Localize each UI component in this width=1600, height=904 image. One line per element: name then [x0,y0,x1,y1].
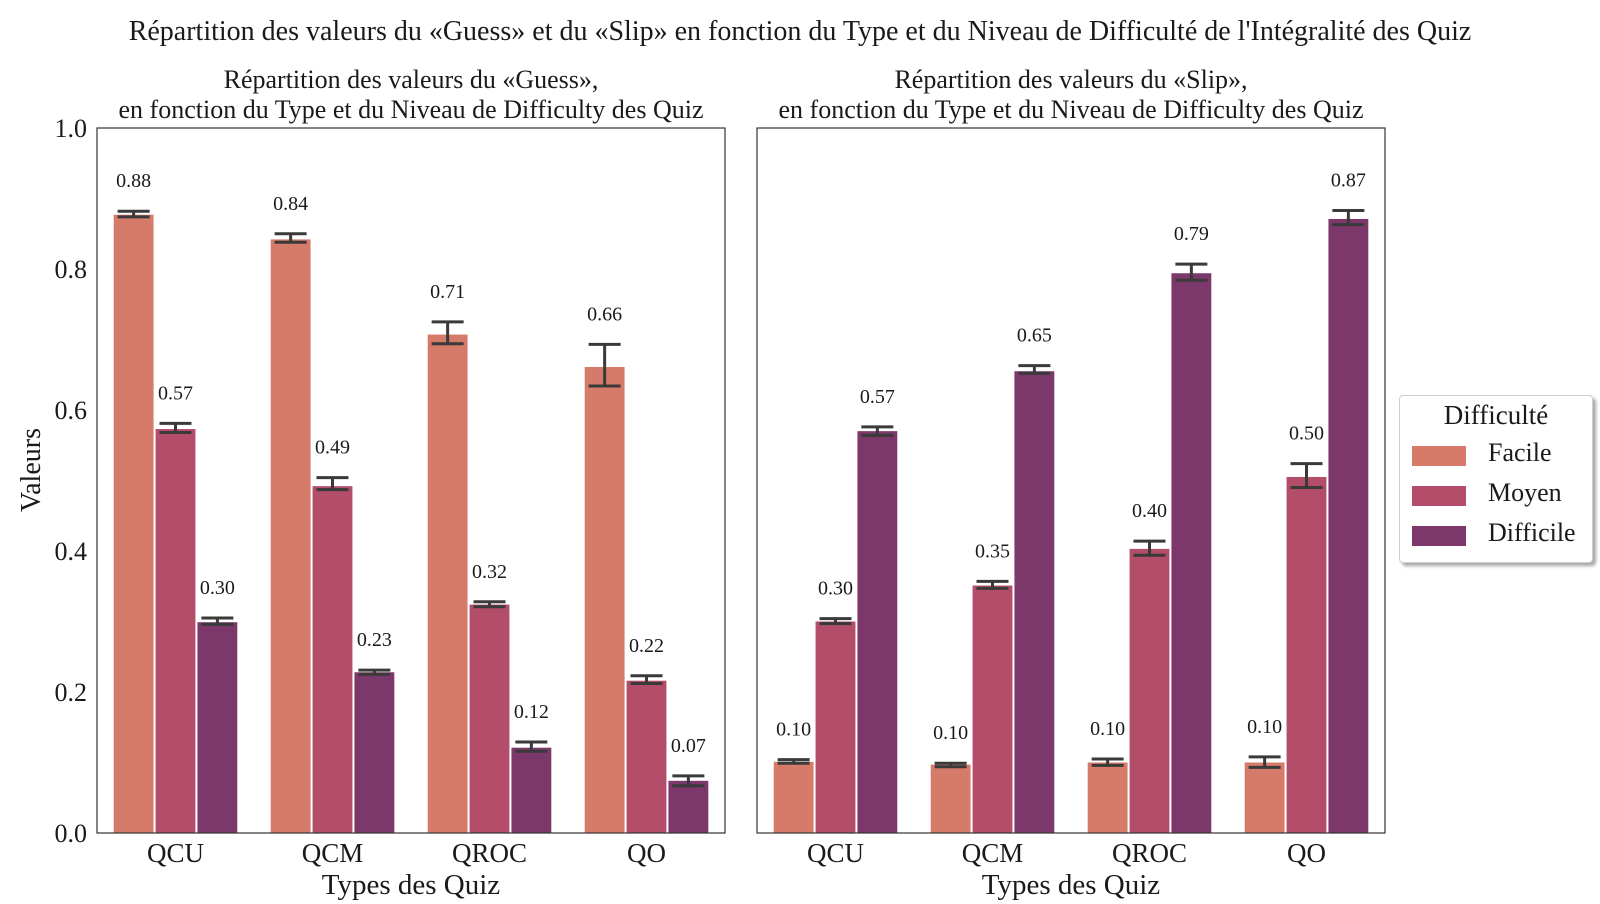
data-label: 0.07 [671,735,706,757]
x-tick-label: QCM [302,838,364,868]
bar [626,680,667,833]
bar [773,761,814,833]
x-tick-label: QROC [452,838,527,868]
bar [155,429,196,833]
bar [1014,371,1055,833]
subplot-title-line: Répartition des valeurs du «Slip», [894,65,1247,94]
bar [1328,218,1369,833]
legend-swatch-facile [1412,446,1466,466]
plot-frame [756,127,1386,834]
subplot-title-line: Répartition des valeurs du «Guess», [224,65,599,94]
data-label: 0.88 [116,170,151,192]
data-label: 0.65 [1017,325,1052,347]
legend-swatch-difficile [1412,526,1466,546]
legend-label-facile: Facile [1488,438,1552,467]
y-axis-label: Valeurs [16,428,47,512]
bar [972,585,1013,833]
legend-label-moyen: Moyen [1488,478,1562,507]
data-label: 0.40 [1132,500,1167,522]
x-tick-label: QCU [807,838,864,868]
data-label: 0.35 [975,540,1010,562]
data-label: 0.10 [1090,718,1125,740]
data-label: 0.87 [1331,169,1366,191]
y-tick-label: 1.0 [55,114,88,143]
bar [1244,762,1285,833]
subplot-title-line: en fonction du Type et du Niveau de Diff… [779,95,1364,124]
data-label: 0.22 [629,635,664,657]
bar [113,214,154,834]
bar [815,621,856,833]
x-tick-label: QROC [1112,838,1187,868]
data-label: 0.66 [587,303,622,325]
data-label: 0.57 [860,386,895,408]
bar [197,622,238,833]
data-label: 0.30 [200,577,235,599]
bar [354,672,395,833]
bar [584,366,625,833]
bar [930,764,971,833]
x-tick-label: QCU [147,838,204,868]
plot-frame [96,127,726,834]
bar [511,747,552,833]
data-label: 0.10 [933,722,968,744]
legend-title: Difficulté [1443,400,1549,430]
bar [1087,762,1128,833]
bar [857,431,898,833]
data-label: 0.50 [1289,423,1324,445]
bar [1286,476,1327,833]
bar [1129,548,1170,833]
data-label: 0.49 [315,437,350,459]
data-label: 0.23 [357,629,392,651]
x-tick-label: QO [1287,838,1326,868]
data-label: 0.10 [1247,716,1282,738]
data-label: 0.10 [776,719,811,741]
x-axis-label: Types des Quiz [322,869,501,900]
x-tick-label: QCM [962,838,1024,868]
data-label: 0.71 [430,281,465,303]
data-label: 0.32 [472,561,507,583]
x-axis-label: Types des Quiz [982,869,1161,900]
bar [1171,273,1212,834]
legend-item-moyen: Moyen [1412,476,1592,514]
bar [668,780,709,833]
legend-label-difficile: Difficile [1488,518,1576,547]
y-tick-label: 0.4 [55,537,88,566]
figure-title: Répartition des valeurs du «Guess» et du… [129,16,1472,47]
chart-panel-1: Répartition des valeurs du «Guess»,en fo… [55,65,726,901]
legend-swatch-moyen [1412,486,1466,506]
y-tick-label: 0.8 [55,255,88,284]
bar [469,604,510,833]
y-tick-label: 0.0 [55,819,88,848]
legend-item-facile: Facile [1412,436,1592,474]
data-label: 0.57 [158,382,193,404]
y-tick-label: 0.6 [55,396,88,425]
x-tick-label: QO [627,838,666,868]
chart-panel-2: Répartition des valeurs du «Slip»,en fon… [756,65,1386,901]
data-label: 0.12 [514,701,549,723]
data-label: 0.79 [1174,223,1209,245]
data-label: 0.30 [818,578,853,600]
bar [427,334,468,833]
data-label: 0.84 [273,193,308,215]
bar [312,486,353,833]
legend: Difficulté Facile Moyen Difficile [1399,395,1593,563]
legend-item-difficile: Difficile [1412,516,1592,554]
subplot-title-line: en fonction du Type et du Niveau de Diff… [119,95,704,124]
y-tick-label: 0.2 [55,678,88,707]
bar [270,239,311,833]
